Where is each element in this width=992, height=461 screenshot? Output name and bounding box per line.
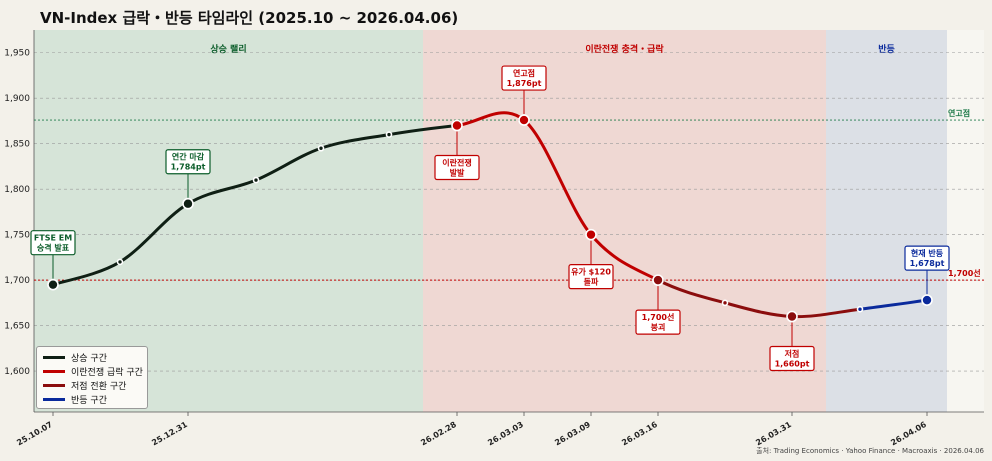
annotation-text: 1,700선 <box>642 312 675 322</box>
annotation-text: 현재 반등 <box>911 248 944 258</box>
legend-swatch <box>43 355 65 359</box>
reference-label: 1,700선 <box>948 268 981 278</box>
annotation-text: 붕괴 <box>651 322 666 332</box>
annotation-text: 1,876pt <box>507 79 542 88</box>
legend-label: 상승 구간 <box>71 353 107 364</box>
annotation-text: 연고점 <box>513 68 535 78</box>
y-tick-label: 1,850 <box>4 140 30 150</box>
annotation-text: 승격 발표 <box>37 243 70 253</box>
band-label: 이란전쟁 충격・급락 <box>585 43 664 55</box>
annotation-box <box>165 149 211 175</box>
annotation: 저점1,660pt <box>769 322 815 372</box>
annotation-box <box>904 245 950 271</box>
annotation: 연간 마감1,784pt <box>165 149 211 198</box>
data-point <box>252 176 260 184</box>
band-label: 상승 랠리 <box>210 43 246 55</box>
y-tick-label: 1,650 <box>4 322 30 332</box>
annotation-text: 돌파 <box>584 277 599 287</box>
data-point <box>652 274 664 286</box>
annotation: 현재 반등1,678pt <box>904 245 950 295</box>
annotation-text: 1,784pt <box>171 163 206 172</box>
x-tick-label: 25.10.07 <box>15 420 54 448</box>
y-tick-label: 1,700 <box>4 276 30 286</box>
data-point <box>856 305 864 313</box>
legend-swatch <box>43 369 65 373</box>
data-point <box>585 228 597 241</box>
x-tick-label: 26.02.28 <box>419 420 458 448</box>
series-line <box>656 278 862 319</box>
annotation-text: 연간 마감 <box>172 152 205 162</box>
data-point <box>786 310 798 323</box>
x-tick-label: 26.04.06 <box>889 420 928 448</box>
data-point <box>116 258 124 266</box>
annotation-box <box>501 65 547 91</box>
legend-item: 이란전쟁 급락 구간 <box>43 364 143 378</box>
annotation-text: 유가 $120 <box>571 267 611 277</box>
data-point <box>317 144 325 152</box>
x-tick-label: 26.03.16 <box>620 420 659 448</box>
annotation-box <box>769 345 815 372</box>
annotation-text: 1,678pt <box>910 259 945 268</box>
band-label: 반등 <box>878 43 895 55</box>
x-tick-label: 25.12.31 <box>150 420 189 448</box>
legend-label: 저점 전환 구간 <box>71 381 127 392</box>
data-point <box>451 119 463 132</box>
annotation-text: FTSE EM <box>34 234 72 243</box>
data-point <box>518 114 530 126</box>
phase-band <box>423 30 826 412</box>
phase-band <box>826 30 947 412</box>
chart-title: VN-Index 급락・반등 타임라인 (2025.10 ~ 2026.04.0… <box>40 9 459 27</box>
x-tick-label: 26.03.03 <box>486 420 525 448</box>
x-tick-label: 26.03.31 <box>754 420 793 448</box>
data-point <box>385 131 393 138</box>
y-tick-label: 1,750 <box>4 231 30 241</box>
y-tick-label: 1,950 <box>4 49 30 59</box>
data-point <box>921 294 933 306</box>
data-point <box>182 197 194 210</box>
x-tick-label: 26.03.09 <box>553 420 592 448</box>
annotation-box <box>434 154 480 181</box>
data-point <box>721 299 729 307</box>
annotation-box <box>30 230 76 256</box>
y-tick-label: 1,900 <box>4 94 30 104</box>
y-tick-label: 1,800 <box>4 185 30 195</box>
legend-item: 상승 구간 <box>43 350 141 364</box>
data-point <box>47 278 59 291</box>
series-line <box>455 111 660 282</box>
annotation-text: 저점 <box>785 349 800 359</box>
legend-item: 저점 전환 구간 <box>43 378 141 392</box>
y-tick-label: 1,600 <box>4 367 30 377</box>
annotation-box <box>635 309 681 335</box>
legend-swatch <box>43 383 65 387</box>
legend-swatch <box>43 397 65 401</box>
source-note: 출처: Trading Economics · Yahoo Finance · … <box>756 447 984 455</box>
legend-item: 반등 구간 <box>43 392 141 406</box>
legend-label: 이란전쟁 급락 구간 <box>71 367 143 378</box>
annotation-text: 1,660pt <box>775 360 810 369</box>
annotation-text: 이란전쟁 <box>442 158 471 168</box>
annotation-text: 발발 <box>450 168 465 178</box>
annotation-box <box>568 264 614 290</box>
legend-label: 반등 구간 <box>71 395 107 406</box>
reference-label: 연고점 <box>948 108 970 118</box>
